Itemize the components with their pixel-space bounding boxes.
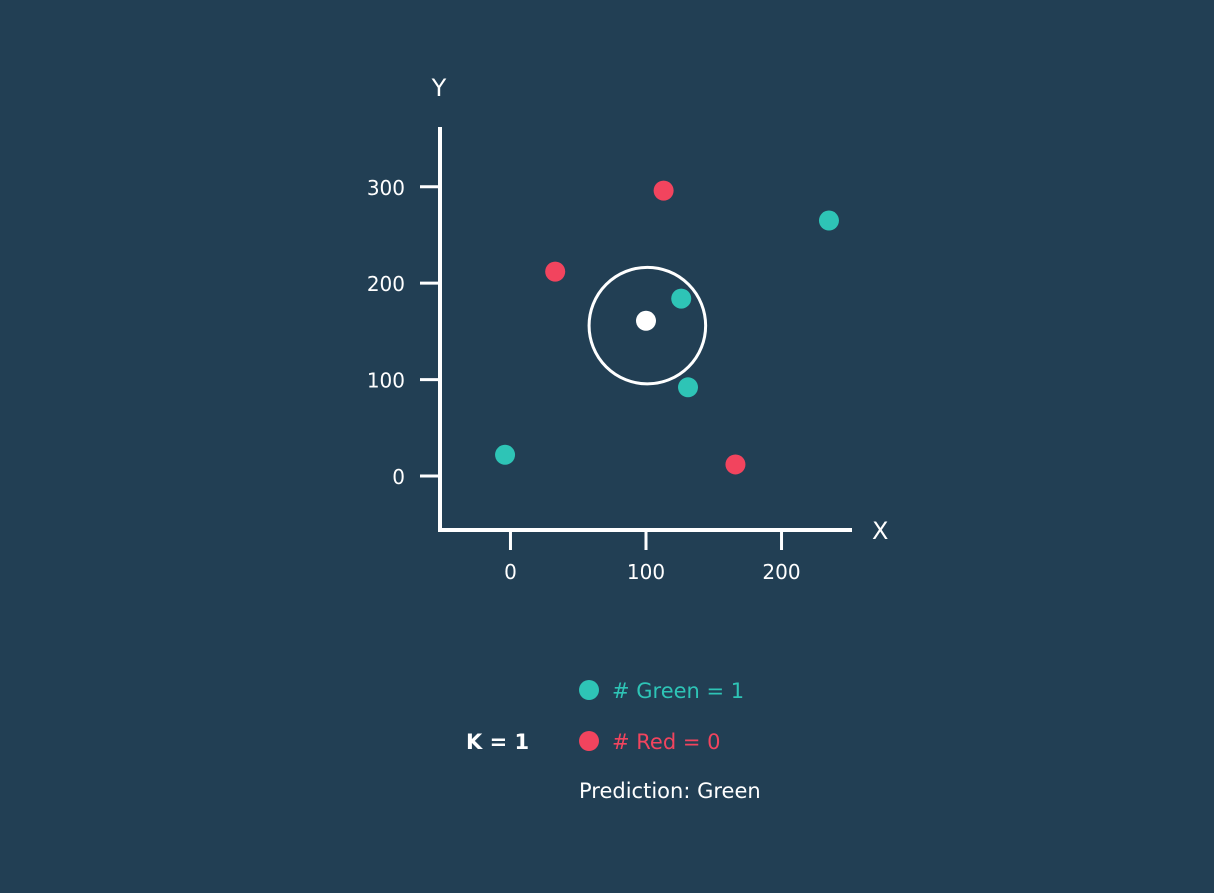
query-point — [636, 310, 656, 331]
x-tick-label-0: 0 — [504, 560, 517, 584]
green-point-2 — [671, 288, 692, 309]
red-point-1 — [545, 261, 566, 282]
red-point-2 — [653, 180, 674, 201]
data-points — [495, 180, 839, 475]
legend-red-marker — [579, 731, 599, 751]
green-point-3 — [678, 377, 699, 398]
legend-red-count: # Red = 0 — [612, 730, 720, 754]
y-tick-label-0: 0 — [392, 465, 405, 489]
y-axis-label: Y — [431, 74, 447, 102]
legend-green-count: # Green = 1 — [612, 679, 744, 703]
green-point-1 — [495, 444, 516, 465]
axis-ticks: 0 100 200 300 0 100 200 — [367, 176, 801, 584]
red-point-3 — [725, 454, 746, 475]
x-tick-label-100: 100 — [627, 560, 665, 584]
x-axis-label: X — [872, 517, 888, 545]
x-tick-label-200: 200 — [762, 560, 800, 584]
neighbor-radius-circle — [587, 265, 708, 386]
legend-green-marker — [579, 680, 599, 700]
y-tick-label-300: 300 — [367, 176, 405, 200]
k-value-label: K = 1 — [466, 730, 529, 754]
y-tick-label-200: 200 — [367, 272, 405, 296]
prediction-label: Prediction: Green — [579, 779, 761, 803]
green-point-4 — [818, 210, 839, 231]
neighbor-circle-layer — [587, 265, 708, 386]
y-tick-label-100: 100 — [367, 369, 405, 393]
